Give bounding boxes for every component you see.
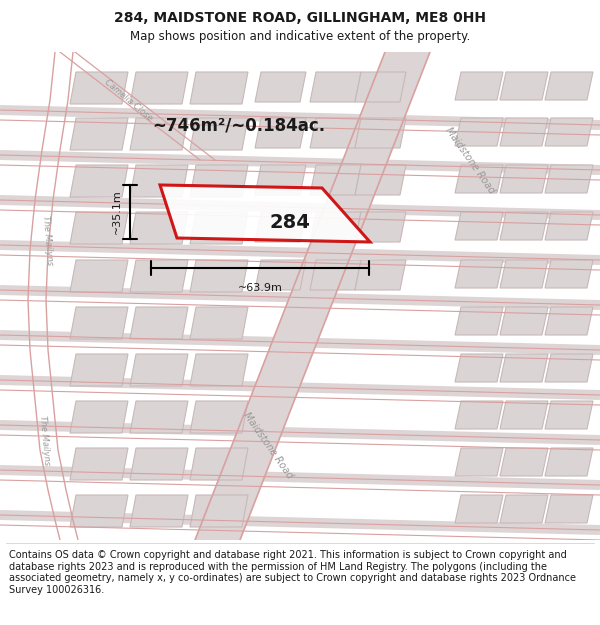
Polygon shape <box>70 354 128 386</box>
Polygon shape <box>500 118 548 146</box>
Polygon shape <box>130 495 188 527</box>
Polygon shape <box>500 448 548 476</box>
Polygon shape <box>500 354 548 382</box>
Polygon shape <box>190 212 248 244</box>
Text: The Mailyns: The Mailyns <box>41 215 55 265</box>
Polygon shape <box>310 72 361 102</box>
Polygon shape <box>455 354 503 382</box>
Polygon shape <box>455 212 503 240</box>
Polygon shape <box>70 212 128 244</box>
Polygon shape <box>455 118 503 146</box>
Polygon shape <box>355 118 406 148</box>
Polygon shape <box>0 105 600 130</box>
Polygon shape <box>195 52 430 540</box>
Polygon shape <box>0 195 600 220</box>
Polygon shape <box>190 354 248 386</box>
Polygon shape <box>160 185 370 242</box>
Polygon shape <box>455 448 503 476</box>
Polygon shape <box>255 165 306 195</box>
Polygon shape <box>130 212 188 244</box>
Polygon shape <box>455 260 503 288</box>
Polygon shape <box>130 401 188 433</box>
Polygon shape <box>255 212 306 242</box>
Polygon shape <box>545 72 593 100</box>
Polygon shape <box>0 510 600 535</box>
Polygon shape <box>545 118 593 146</box>
Polygon shape <box>70 72 128 104</box>
Polygon shape <box>455 401 503 429</box>
Polygon shape <box>190 72 248 104</box>
Text: ~35.1m: ~35.1m <box>112 189 122 234</box>
Polygon shape <box>70 165 128 197</box>
Polygon shape <box>355 260 406 290</box>
Polygon shape <box>190 307 248 339</box>
Polygon shape <box>70 118 128 150</box>
Polygon shape <box>130 165 188 197</box>
Polygon shape <box>545 260 593 288</box>
Polygon shape <box>130 354 188 386</box>
Polygon shape <box>455 165 503 193</box>
Polygon shape <box>70 260 128 292</box>
Polygon shape <box>310 212 361 242</box>
Polygon shape <box>545 401 593 429</box>
Polygon shape <box>70 401 128 433</box>
Polygon shape <box>355 165 406 195</box>
Text: Maidstone Road: Maidstone Road <box>443 125 497 195</box>
Polygon shape <box>0 465 600 490</box>
Polygon shape <box>0 420 600 445</box>
Polygon shape <box>500 260 548 288</box>
Polygon shape <box>130 72 188 104</box>
Polygon shape <box>190 118 248 150</box>
Text: ~746m²/~0.184ac.: ~746m²/~0.184ac. <box>152 116 325 134</box>
Polygon shape <box>255 72 306 102</box>
Polygon shape <box>0 150 600 175</box>
Polygon shape <box>545 448 593 476</box>
Polygon shape <box>190 260 248 292</box>
Polygon shape <box>310 260 361 290</box>
Polygon shape <box>0 240 600 265</box>
Polygon shape <box>500 72 548 100</box>
Polygon shape <box>545 354 593 382</box>
Text: Camelia Close: Camelia Close <box>102 78 154 122</box>
Polygon shape <box>545 495 593 523</box>
Polygon shape <box>500 212 548 240</box>
Polygon shape <box>455 495 503 523</box>
Polygon shape <box>0 330 600 355</box>
Polygon shape <box>500 401 548 429</box>
Polygon shape <box>70 495 128 527</box>
Polygon shape <box>310 118 361 148</box>
Polygon shape <box>70 307 128 339</box>
Polygon shape <box>70 448 128 480</box>
Polygon shape <box>130 448 188 480</box>
Polygon shape <box>310 165 361 195</box>
Polygon shape <box>500 495 548 523</box>
Polygon shape <box>500 307 548 335</box>
Text: The Mailyns: The Mailyns <box>38 415 52 465</box>
Polygon shape <box>455 72 503 100</box>
Polygon shape <box>0 285 600 310</box>
Polygon shape <box>545 212 593 240</box>
Polygon shape <box>190 495 248 527</box>
Polygon shape <box>545 165 593 193</box>
Polygon shape <box>0 375 600 400</box>
Polygon shape <box>130 118 188 150</box>
Polygon shape <box>355 72 406 102</box>
Text: Map shows position and indicative extent of the property.: Map shows position and indicative extent… <box>130 29 470 42</box>
Text: Contains OS data © Crown copyright and database right 2021. This information is : Contains OS data © Crown copyright and d… <box>9 550 576 595</box>
Polygon shape <box>190 401 248 433</box>
Text: Maidstone Road: Maidstone Road <box>241 410 295 480</box>
Polygon shape <box>355 212 406 242</box>
Polygon shape <box>130 260 188 292</box>
Text: 284: 284 <box>269 213 310 231</box>
Polygon shape <box>190 165 248 197</box>
Polygon shape <box>130 307 188 339</box>
Polygon shape <box>455 307 503 335</box>
Polygon shape <box>545 307 593 335</box>
Polygon shape <box>255 260 306 290</box>
Text: 284, MAIDSTONE ROAD, GILLINGHAM, ME8 0HH: 284, MAIDSTONE ROAD, GILLINGHAM, ME8 0HH <box>114 11 486 26</box>
Polygon shape <box>255 118 306 148</box>
Polygon shape <box>500 165 548 193</box>
Text: ~63.9m: ~63.9m <box>238 283 283 293</box>
Polygon shape <box>190 448 248 480</box>
